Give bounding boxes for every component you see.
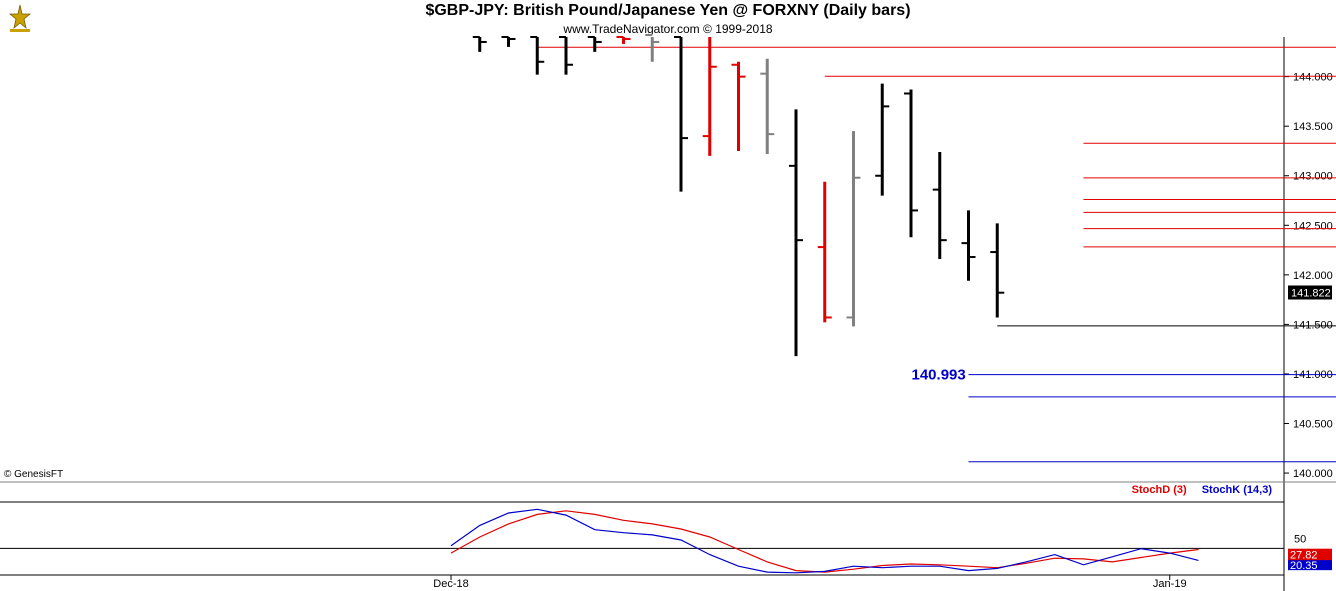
price-tick-label: 140.000 [1293,468,1333,480]
chart-subtitle: www.TradeNavigator.com © 1999-2018 [563,22,773,36]
price-tick-label: 142.500 [1293,220,1333,232]
x-tick-label: Jan-19 [1153,578,1187,590]
stoch-k-legend: StochK (14,3) [1201,484,1272,496]
price-tick-label: 143.500 [1293,121,1333,133]
stoch-k-value: 20.35 [1290,560,1318,572]
price-panel-background [0,37,1336,480]
chart-header: $GBP-JPY: British Pound/Japanese Yen @ F… [0,0,1336,38]
price-tick-label: 140.500 [1293,419,1333,431]
chart-title: $GBP-JPY: British Pound/Japanese Yen @ F… [425,2,911,19]
price-tick-label: 143.000 [1293,171,1333,183]
stoch-k-value-box [1288,560,1332,571]
price-tick-label: 144.000 [1293,72,1333,84]
stoch-d-value: 27.82 [1290,550,1318,562]
x-tick-label: Dec-18 [433,578,468,590]
level-label: 140.993 [912,367,966,384]
genesis-logo-icon [4,2,36,34]
stoch-k-line [450,508,1199,574]
stoch-d-legend: StochD (3) [1131,484,1187,496]
copyright-label: © GenesisFT [4,469,64,480]
stoch-tick-label: 50 [1294,534,1306,546]
last-price-box [1288,285,1332,300]
price-tick-label: 142.000 [1293,270,1333,282]
price-panel: 144.000143.500143.000142.500142.000141.5… [0,34,1336,591]
last-price-label: 141.822 [1291,287,1331,299]
stoch-d-line [450,510,1199,573]
stochastic-legend: StochD (3) StochK (14,3) [1132,484,1272,496]
stoch-d-value-box [1288,548,1332,561]
